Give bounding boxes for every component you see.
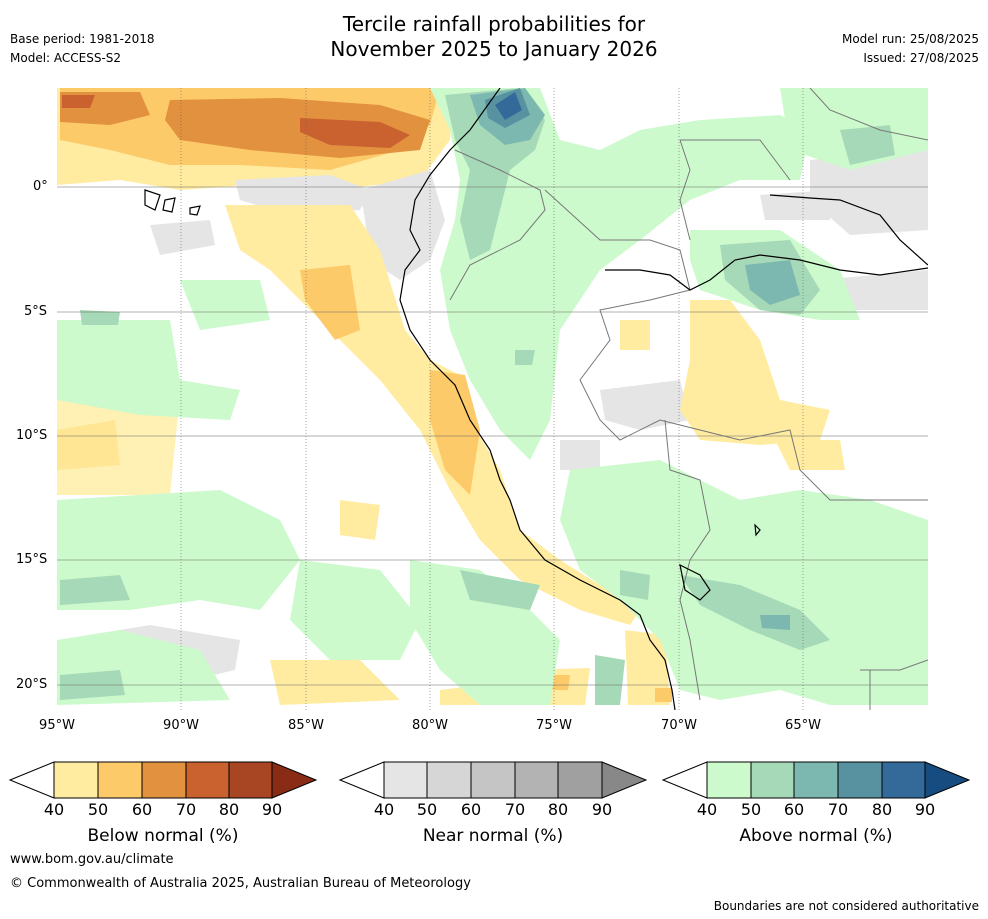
- near-tick-80: 80: [547, 800, 569, 819]
- lon-label-75w: 75°W: [536, 718, 572, 733]
- coastlines: [144, 88, 928, 710]
- colorbar-near: [338, 761, 648, 799]
- below-swatch-90: [271, 761, 318, 799]
- lat-label-15s: 15°S: [16, 552, 48, 567]
- colorbar-above: [661, 761, 971, 799]
- near-swatch-60: [470, 761, 516, 799]
- near-tick-70: 70: [504, 800, 526, 819]
- title-line-1: Tercile rainfall probabilities for: [342, 12, 646, 36]
- near-tick-60: 60: [460, 800, 482, 819]
- near-swatch-40: [383, 761, 428, 799]
- base-period: Base period: 1981-2018: [10, 32, 155, 46]
- colorbar-above-min-arrow: [661, 761, 708, 799]
- below-swatch-40: [53, 761, 99, 799]
- above-swatch-90: [924, 761, 971, 799]
- below-swatch-80: [228, 761, 273, 799]
- boundary-disclaimer: Boundaries are not considered authoritat…: [713, 899, 979, 913]
- lat-label-0: 0°: [33, 179, 48, 194]
- lon-label-90w: 90°W: [163, 718, 199, 733]
- above-tick-50: 50: [740, 800, 762, 819]
- below-swatch-50: [97, 761, 143, 799]
- probability-fields: [57, 88, 928, 710]
- below-tick-40: 40: [43, 800, 65, 819]
- below-tick-70: 70: [175, 800, 197, 819]
- colorbar-below-min-arrow: [8, 761, 55, 799]
- below-tick-60: 60: [131, 800, 153, 819]
- model-run: Model run: 25/08/2025: [841, 32, 979, 46]
- above-tick-90: 90: [914, 800, 936, 819]
- lon-label-65w: 65°W: [785, 718, 821, 733]
- near-swatch-90: [601, 761, 648, 799]
- lon-label-85w: 85°W: [288, 718, 324, 733]
- title-line-2: November 2025 to January 2026: [330, 37, 658, 61]
- lat-label-5s: 5°S: [24, 304, 48, 319]
- above-swatch-80: [881, 761, 926, 799]
- above-normal-label: Above normal (%): [739, 826, 893, 846]
- country-borders: [449, 88, 928, 710]
- above-swatch-60: [793, 761, 839, 799]
- above-tick-60: 60: [783, 800, 805, 819]
- map-title: Tercile rainfall probabilities for Novem…: [0, 12, 988, 62]
- above-tick-80: 80: [871, 800, 893, 819]
- lon-label-80w: 80°W: [412, 718, 448, 733]
- near-swatch-70: [514, 761, 559, 799]
- below-tick-50: 50: [87, 800, 109, 819]
- model-name: Model: ACCESS-S2: [10, 51, 122, 65]
- colorbar-below: [8, 761, 318, 799]
- below-swatch-70: [185, 761, 230, 799]
- below-normal-label: Below normal (%): [87, 826, 239, 846]
- lat-label-20s: 20°S: [16, 677, 48, 692]
- near-tick-90: 90: [591, 800, 613, 819]
- issued-date: Issued: 27/08/2025: [863, 51, 979, 65]
- lon-label-95w: 95°W: [39, 718, 75, 733]
- above-swatch-70: [837, 761, 883, 799]
- near-normal-label: Near normal (%): [422, 826, 564, 846]
- near-tick-50: 50: [416, 800, 438, 819]
- above-swatch-40: [706, 761, 752, 799]
- below-tick-90: 90: [261, 800, 283, 819]
- above-tick-40: 40: [696, 800, 718, 819]
- near-swatch-50: [426, 761, 472, 799]
- bom-url-link[interactable]: www.bom.gov.au/climate: [10, 852, 174, 867]
- above-swatch-50: [750, 761, 795, 799]
- lat-label-10s: 10°S: [16, 428, 48, 443]
- below-swatch-60: [141, 761, 187, 799]
- colorbar-near-min-arrow: [338, 761, 385, 799]
- below-tick-80: 80: [218, 800, 240, 819]
- near-swatch-80: [557, 761, 603, 799]
- near-tick-40: 40: [373, 800, 395, 819]
- graticule: [57, 88, 928, 710]
- above-tick-70: 70: [827, 800, 849, 819]
- copyright-text: © Commonwealth of Australia 2025, Austra…: [10, 876, 471, 891]
- lon-label-70w: 70°W: [661, 718, 697, 733]
